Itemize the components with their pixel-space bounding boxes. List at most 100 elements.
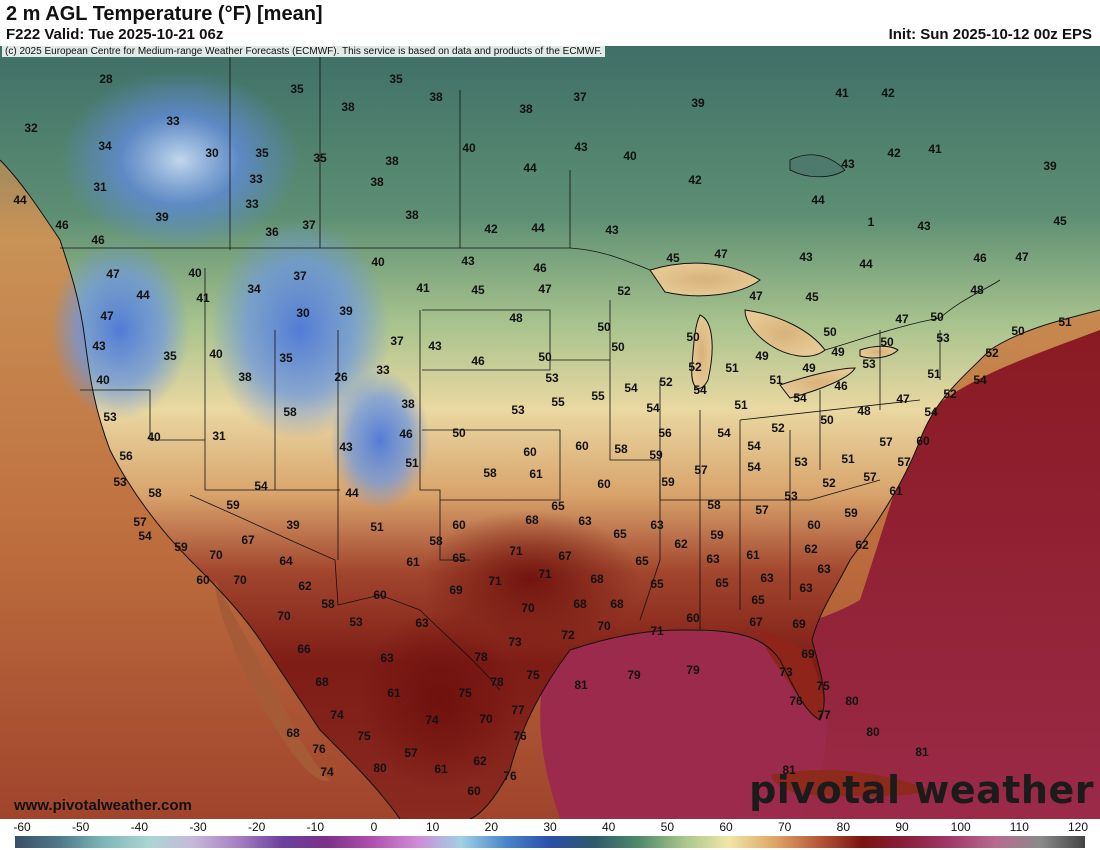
temperature-label: 46: [471, 354, 485, 368]
temperature-label: 60: [807, 518, 821, 532]
temperature-label: 38: [429, 90, 443, 104]
temperature-label: 54: [254, 479, 268, 493]
temperature-label: 75: [458, 686, 472, 700]
temperature-label: 61: [746, 548, 760, 562]
color-scale-tick: -20: [247, 820, 266, 834]
state-lines-plains: [422, 309, 561, 501]
temperature-label: 60: [575, 439, 589, 453]
temperature-label: 45: [805, 290, 819, 304]
temperature-label: 45: [666, 251, 680, 265]
temperature-label: 34: [247, 282, 261, 296]
temperature-label: 46: [399, 427, 413, 441]
temperature-label: 40: [462, 141, 476, 155]
temperature-label: 51: [769, 373, 783, 387]
temperature-label: 46: [533, 261, 547, 275]
temperature-label: 59: [649, 448, 663, 462]
lake-superior: [649, 262, 761, 297]
color-scale-tick: -60: [13, 820, 31, 834]
temperature-map[interactable]: 28 35 35 38 37 39 41 42 38 38 33 32 34 30 35 35 40 43 40 42…: [0, 46, 1100, 819]
color-scale-bar: [15, 836, 1085, 848]
temperature-label: 70: [521, 601, 535, 615]
temperature-label: 42: [688, 173, 702, 187]
temperature-label: 38: [238, 370, 252, 384]
temperature-label: 51: [1058, 315, 1072, 329]
temperature-label: 57: [404, 746, 418, 760]
temperature-label: 50: [1011, 324, 1025, 338]
temperature-label: 38: [405, 208, 419, 222]
temperature-label: 58: [283, 405, 297, 419]
temperature-label: 78: [490, 675, 504, 689]
temperature-label: 74: [330, 708, 344, 722]
hudson-bay-edge: [789, 154, 846, 178]
color-scale-tick: 90: [895, 820, 909, 834]
temperature-label: 81: [782, 763, 796, 777]
color-scale-tick: 50: [660, 820, 675, 834]
temperature-label: 53: [862, 357, 876, 371]
color-scale-tick: 0: [370, 820, 378, 834]
temperature-label: 52: [659, 375, 673, 389]
temperature-label: 63: [817, 562, 831, 576]
temperature-label: 69: [801, 647, 815, 661]
lake-ontario: [859, 345, 899, 359]
temperature-label: 41: [928, 142, 942, 156]
temperature-label: 47: [1015, 250, 1029, 264]
temperature-label: 80: [845, 694, 859, 708]
temperature-label: 54: [973, 373, 987, 387]
cold-region-cascades: [50, 240, 190, 420]
temperature-label: 70: [233, 573, 247, 587]
lake-michigan: [691, 314, 713, 389]
temperature-label: 46: [91, 233, 105, 247]
temperature-label: 77: [511, 703, 525, 717]
temperature-label: 59: [844, 506, 858, 520]
temperature-label: 44: [811, 193, 825, 207]
temperature-label: 63: [799, 581, 813, 595]
temperature-label: 47: [749, 289, 763, 303]
temperature-label: 35: [163, 349, 177, 363]
temperature-label: 28: [99, 72, 113, 86]
temperature-label: 74: [320, 765, 334, 779]
valid-time: F222 Valid: Tue 2025-10-21 06z: [6, 26, 224, 43]
temperature-label: 33: [245, 197, 259, 211]
state-lines-east: [609, 300, 791, 630]
temperature-label: 58: [429, 534, 443, 548]
temperature-label: 59: [661, 475, 675, 489]
site-url[interactable]: www.pivotalweather.com: [14, 797, 192, 814]
temperature-label: 62: [855, 538, 869, 552]
temperature-label: 54: [747, 439, 761, 453]
temperature-label: 63: [578, 514, 592, 528]
lake-huron: [744, 309, 826, 357]
temperature-label: 81: [915, 745, 929, 759]
color-scale-tick: 100: [950, 820, 971, 834]
temperature-label: 43: [461, 254, 475, 268]
color-scale-tick: 80: [836, 820, 851, 834]
temperature-label: 37: [390, 334, 404, 348]
temperature-label: 53: [936, 331, 950, 345]
temperature-label: 42: [484, 222, 498, 236]
color-scale-tick: 10: [425, 820, 440, 834]
temperature-label: 31: [93, 180, 107, 194]
temperature-label: 37: [302, 218, 316, 232]
temperature-label: 74: [425, 713, 439, 727]
color-scale-tick: 40: [601, 820, 616, 834]
temperature-label: 64: [279, 554, 293, 568]
temperature-label: 54: [747, 460, 761, 474]
temperature-label: 53: [794, 455, 808, 469]
temperature-label: 35: [279, 351, 293, 365]
temperature-label: 54: [693, 383, 707, 397]
temperature-label: 52: [688, 360, 702, 374]
temperature-label: 47: [896, 392, 910, 406]
temperature-label: 63: [760, 571, 774, 585]
color-scale-tick: 60: [719, 820, 733, 834]
temperature-label: 57: [133, 515, 147, 529]
temperature-label: 61: [406, 555, 420, 569]
temperature-label: 61: [387, 686, 401, 700]
temperature-label: 54: [646, 401, 660, 415]
pivotal-weather-logo: pivotal weather: [749, 768, 1094, 812]
temperature-label: 58: [321, 597, 335, 611]
temperature-label: 40: [623, 149, 637, 163]
province-lines: [229, 46, 571, 250]
temperature-label: 52: [943, 387, 957, 401]
temperature-label: 51: [405, 456, 419, 470]
